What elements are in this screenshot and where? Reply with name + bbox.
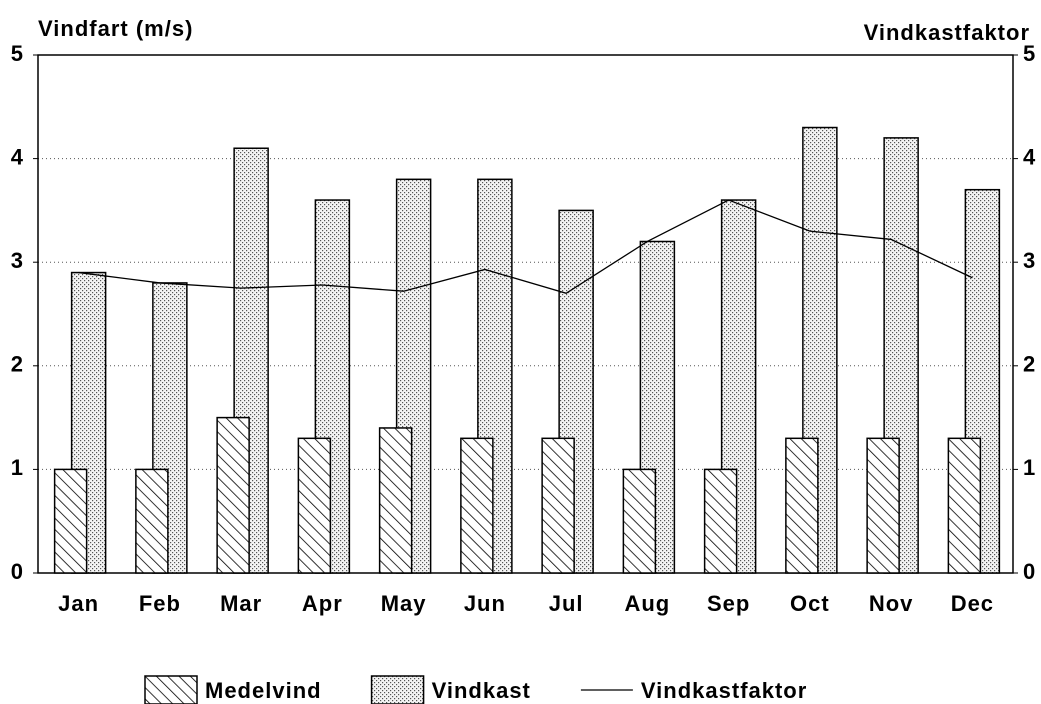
- x-tick-label: Aug: [624, 591, 670, 616]
- x-tick-label: Jun: [464, 591, 506, 616]
- bar: [297, 437, 332, 574]
- y-tick-label: 4: [11, 144, 24, 169]
- y2-axis-title: Vindkastfaktor: [864, 20, 1030, 45]
- bar: [378, 427, 413, 574]
- x-tick-label: Dec: [951, 591, 994, 616]
- bar: [785, 437, 819, 574]
- bar: [541, 437, 575, 574]
- legend-swatch: [144, 675, 198, 704]
- x-tick-label: Feb: [139, 591, 181, 616]
- y-tick-label: 2: [11, 352, 24, 377]
- line: [78, 199, 973, 294]
- bar: [216, 416, 250, 574]
- y2-tick-label: 5: [1023, 41, 1036, 66]
- bar: [460, 437, 494, 574]
- plot-frame: [37, 54, 1014, 574]
- x-tick-label: Nov: [869, 591, 914, 616]
- y2-tick-label: 2: [1023, 352, 1036, 377]
- legend-label: Medelvind: [205, 678, 322, 703]
- x-tick-label: Mar: [220, 591, 262, 616]
- bar: [622, 468, 657, 574]
- x-tick-label: Jan: [58, 591, 99, 616]
- legend-label: Vindkastfaktor: [641, 678, 807, 703]
- bar: [558, 209, 594, 574]
- legend-swatch: [370, 675, 425, 704]
- y-tick-label: 1: [11, 455, 24, 480]
- y2-tick-label: 1: [1023, 455, 1036, 480]
- bar: [135, 468, 169, 574]
- x-tick-label: Oct: [790, 591, 830, 616]
- bar: [947, 437, 982, 574]
- y-tick-label: 3: [11, 248, 24, 273]
- x-tick-label: Apr: [302, 591, 343, 616]
- bar: [53, 468, 88, 574]
- y2-tick-label: 0: [1023, 559, 1036, 584]
- bar: [703, 468, 738, 574]
- y-tick-label: 0: [11, 559, 24, 584]
- bar: [866, 437, 900, 574]
- y2-tick-label: 4: [1023, 144, 1036, 169]
- x-tick-label: Jul: [549, 591, 584, 616]
- y-axis-title: Vindfart (m/s): [38, 16, 193, 41]
- x-tick-label: Sep: [707, 591, 750, 616]
- x-tick-label: May: [381, 591, 427, 616]
- legend-label: Vindkast: [432, 678, 531, 703]
- y2-tick-label: 3: [1023, 248, 1036, 273]
- y-tick-label: 5: [11, 41, 24, 66]
